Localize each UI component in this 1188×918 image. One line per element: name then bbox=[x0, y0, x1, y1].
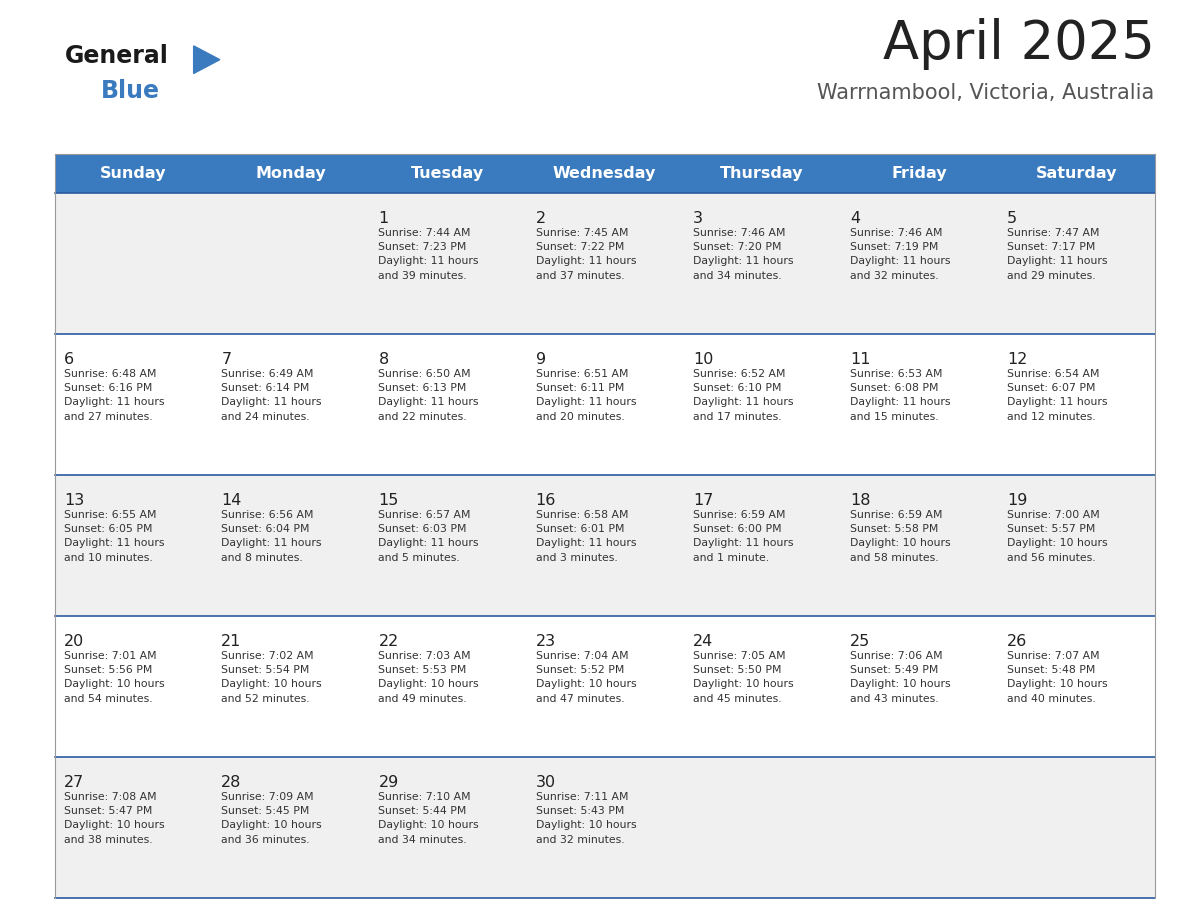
Text: Sunrise: 6:57 AM
Sunset: 6:03 PM
Daylight: 11 hours
and 5 minutes.: Sunrise: 6:57 AM Sunset: 6:03 PM Dayligh… bbox=[379, 509, 479, 563]
Text: General: General bbox=[65, 44, 169, 68]
Text: Sunrise: 7:11 AM
Sunset: 5:43 PM
Daylight: 10 hours
and 32 minutes.: Sunrise: 7:11 AM Sunset: 5:43 PM Dayligh… bbox=[536, 791, 637, 845]
Bar bbox=[55, 334, 1155, 475]
Text: 9: 9 bbox=[536, 353, 545, 367]
Text: Friday: Friday bbox=[891, 166, 947, 181]
Text: 13: 13 bbox=[64, 493, 84, 509]
Text: 17: 17 bbox=[693, 493, 713, 509]
Text: Sunrise: 7:47 AM
Sunset: 7:17 PM
Daylight: 11 hours
and 29 minutes.: Sunrise: 7:47 AM Sunset: 7:17 PM Dayligh… bbox=[1007, 228, 1107, 281]
Text: Sunrise: 7:44 AM
Sunset: 7:23 PM
Daylight: 11 hours
and 39 minutes.: Sunrise: 7:44 AM Sunset: 7:23 PM Dayligh… bbox=[379, 228, 479, 281]
Text: 16: 16 bbox=[536, 493, 556, 509]
Text: 25: 25 bbox=[849, 634, 870, 649]
Text: 1: 1 bbox=[379, 211, 388, 226]
Text: Sunrise: 7:00 AM
Sunset: 5:57 PM
Daylight: 10 hours
and 56 minutes.: Sunrise: 7:00 AM Sunset: 5:57 PM Dayligh… bbox=[1007, 509, 1107, 563]
Bar bbox=[55, 616, 1155, 756]
Text: 22: 22 bbox=[379, 634, 399, 649]
Text: Sunday: Sunday bbox=[100, 166, 166, 181]
Text: Sunrise: 7:03 AM
Sunset: 5:53 PM
Daylight: 10 hours
and 49 minutes.: Sunrise: 7:03 AM Sunset: 5:53 PM Dayligh… bbox=[379, 651, 479, 704]
Text: 5: 5 bbox=[1007, 211, 1017, 226]
Text: 6: 6 bbox=[64, 353, 75, 367]
Text: 2: 2 bbox=[536, 211, 545, 226]
Text: Sunrise: 7:08 AM
Sunset: 5:47 PM
Daylight: 10 hours
and 38 minutes.: Sunrise: 7:08 AM Sunset: 5:47 PM Dayligh… bbox=[64, 791, 165, 845]
Text: Sunrise: 7:01 AM
Sunset: 5:56 PM
Daylight: 10 hours
and 54 minutes.: Sunrise: 7:01 AM Sunset: 5:56 PM Dayligh… bbox=[64, 651, 165, 704]
Text: Sunrise: 6:49 AM
Sunset: 6:14 PM
Daylight: 11 hours
and 24 minutes.: Sunrise: 6:49 AM Sunset: 6:14 PM Dayligh… bbox=[221, 369, 322, 422]
Bar bbox=[55, 154, 1155, 193]
Text: Monday: Monday bbox=[255, 166, 326, 181]
Text: 29: 29 bbox=[379, 775, 399, 790]
Text: Sunrise: 6:59 AM
Sunset: 6:00 PM
Daylight: 11 hours
and 1 minute.: Sunrise: 6:59 AM Sunset: 6:00 PM Dayligh… bbox=[693, 509, 794, 563]
Text: Sunrise: 6:48 AM
Sunset: 6:16 PM
Daylight: 11 hours
and 27 minutes.: Sunrise: 6:48 AM Sunset: 6:16 PM Dayligh… bbox=[64, 369, 165, 422]
Text: Sunrise: 6:51 AM
Sunset: 6:11 PM
Daylight: 11 hours
and 20 minutes.: Sunrise: 6:51 AM Sunset: 6:11 PM Dayligh… bbox=[536, 369, 636, 422]
Text: Sunrise: 7:46 AM
Sunset: 7:19 PM
Daylight: 11 hours
and 32 minutes.: Sunrise: 7:46 AM Sunset: 7:19 PM Dayligh… bbox=[849, 228, 950, 281]
Text: Sunrise: 6:50 AM
Sunset: 6:13 PM
Daylight: 11 hours
and 22 minutes.: Sunrise: 6:50 AM Sunset: 6:13 PM Dayligh… bbox=[379, 369, 479, 422]
Bar bbox=[55, 475, 1155, 616]
Text: Sunrise: 6:52 AM
Sunset: 6:10 PM
Daylight: 11 hours
and 17 minutes.: Sunrise: 6:52 AM Sunset: 6:10 PM Dayligh… bbox=[693, 369, 794, 422]
Text: 11: 11 bbox=[849, 353, 871, 367]
Text: Wednesday: Wednesday bbox=[552, 166, 657, 181]
Bar bbox=[55, 756, 1155, 898]
Text: 12: 12 bbox=[1007, 353, 1028, 367]
Text: Sunrise: 7:02 AM
Sunset: 5:54 PM
Daylight: 10 hours
and 52 minutes.: Sunrise: 7:02 AM Sunset: 5:54 PM Dayligh… bbox=[221, 651, 322, 704]
Text: 3: 3 bbox=[693, 211, 703, 226]
Text: April 2025: April 2025 bbox=[883, 18, 1155, 71]
Text: Thursday: Thursday bbox=[720, 166, 803, 181]
Text: Saturday: Saturday bbox=[1036, 166, 1117, 181]
Text: Sunrise: 6:59 AM
Sunset: 5:58 PM
Daylight: 10 hours
and 58 minutes.: Sunrise: 6:59 AM Sunset: 5:58 PM Dayligh… bbox=[849, 509, 950, 563]
Text: 7: 7 bbox=[221, 353, 232, 367]
Text: 8: 8 bbox=[379, 353, 388, 367]
Text: Sunrise: 6:56 AM
Sunset: 6:04 PM
Daylight: 11 hours
and 8 minutes.: Sunrise: 6:56 AM Sunset: 6:04 PM Dayligh… bbox=[221, 509, 322, 563]
Bar bbox=[55, 193, 1155, 334]
Text: 28: 28 bbox=[221, 775, 241, 790]
Text: Sunrise: 6:55 AM
Sunset: 6:05 PM
Daylight: 11 hours
and 10 minutes.: Sunrise: 6:55 AM Sunset: 6:05 PM Dayligh… bbox=[64, 509, 165, 563]
Text: 14: 14 bbox=[221, 493, 241, 509]
Text: 23: 23 bbox=[536, 634, 556, 649]
Text: Sunrise: 6:54 AM
Sunset: 6:07 PM
Daylight: 11 hours
and 12 minutes.: Sunrise: 6:54 AM Sunset: 6:07 PM Dayligh… bbox=[1007, 369, 1107, 422]
Text: 4: 4 bbox=[849, 211, 860, 226]
Text: 21: 21 bbox=[221, 634, 241, 649]
Text: Tuesday: Tuesday bbox=[411, 166, 484, 181]
Text: 10: 10 bbox=[693, 353, 713, 367]
Text: 18: 18 bbox=[849, 493, 871, 509]
Text: Sunrise: 7:46 AM
Sunset: 7:20 PM
Daylight: 11 hours
and 34 minutes.: Sunrise: 7:46 AM Sunset: 7:20 PM Dayligh… bbox=[693, 228, 794, 281]
Text: 15: 15 bbox=[379, 493, 399, 509]
Text: Sunrise: 6:58 AM
Sunset: 6:01 PM
Daylight: 11 hours
and 3 minutes.: Sunrise: 6:58 AM Sunset: 6:01 PM Dayligh… bbox=[536, 509, 636, 563]
Text: Sunrise: 7:04 AM
Sunset: 5:52 PM
Daylight: 10 hours
and 47 minutes.: Sunrise: 7:04 AM Sunset: 5:52 PM Dayligh… bbox=[536, 651, 637, 704]
Text: 19: 19 bbox=[1007, 493, 1028, 509]
Text: Sunrise: 7:09 AM
Sunset: 5:45 PM
Daylight: 10 hours
and 36 minutes.: Sunrise: 7:09 AM Sunset: 5:45 PM Dayligh… bbox=[221, 791, 322, 845]
Text: 20: 20 bbox=[64, 634, 84, 649]
Text: 26: 26 bbox=[1007, 634, 1028, 649]
Text: Warrnambool, Victoria, Australia: Warrnambool, Victoria, Australia bbox=[817, 83, 1155, 103]
Text: Sunrise: 7:07 AM
Sunset: 5:48 PM
Daylight: 10 hours
and 40 minutes.: Sunrise: 7:07 AM Sunset: 5:48 PM Dayligh… bbox=[1007, 651, 1107, 704]
Text: 24: 24 bbox=[693, 634, 713, 649]
Text: Sunrise: 7:05 AM
Sunset: 5:50 PM
Daylight: 10 hours
and 45 minutes.: Sunrise: 7:05 AM Sunset: 5:50 PM Dayligh… bbox=[693, 651, 794, 704]
Text: Blue: Blue bbox=[101, 79, 160, 103]
Text: 30: 30 bbox=[536, 775, 556, 790]
Text: Sunrise: 7:06 AM
Sunset: 5:49 PM
Daylight: 10 hours
and 43 minutes.: Sunrise: 7:06 AM Sunset: 5:49 PM Dayligh… bbox=[849, 651, 950, 704]
Polygon shape bbox=[194, 46, 220, 73]
Text: Sunrise: 7:45 AM
Sunset: 7:22 PM
Daylight: 11 hours
and 37 minutes.: Sunrise: 7:45 AM Sunset: 7:22 PM Dayligh… bbox=[536, 228, 636, 281]
Text: 27: 27 bbox=[64, 775, 84, 790]
Text: Sunrise: 7:10 AM
Sunset: 5:44 PM
Daylight: 10 hours
and 34 minutes.: Sunrise: 7:10 AM Sunset: 5:44 PM Dayligh… bbox=[379, 791, 479, 845]
Text: Sunrise: 6:53 AM
Sunset: 6:08 PM
Daylight: 11 hours
and 15 minutes.: Sunrise: 6:53 AM Sunset: 6:08 PM Dayligh… bbox=[849, 369, 950, 422]
